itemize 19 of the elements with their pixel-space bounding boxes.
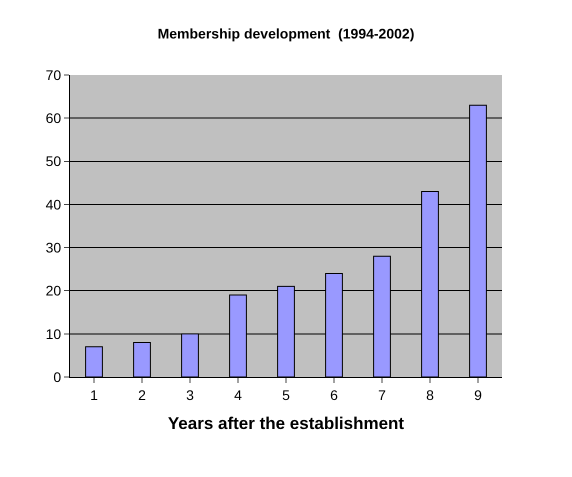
x-tick-label: 4	[234, 386, 242, 403]
y-tick-label: 40	[46, 196, 62, 212]
y-tick-label: 70	[46, 66, 62, 83]
y-tick-label: 10	[46, 326, 62, 342]
y-tick-label: 20	[46, 282, 62, 299]
x-tick-label: 7	[378, 386, 386, 403]
x-tick-label: 3	[186, 386, 194, 403]
x-tick-label: 5	[282, 386, 290, 403]
chart-title: Membership development (1994-2002)	[158, 25, 414, 42]
x-tick-label: 9	[474, 386, 482, 403]
y-tick-label: 30	[46, 239, 62, 256]
y-tick-label: 0	[53, 368, 62, 385]
x-tick-label: 1	[90, 386, 98, 403]
y-tick-label: 50	[46, 153, 62, 170]
x-tick-label: 2	[138, 386, 146, 403]
x-tick-label: 8	[426, 386, 434, 403]
x-tick-label: 6	[330, 386, 338, 403]
x-axis-title: Years after the establishment	[168, 414, 404, 434]
y-tick-label: 60	[46, 110, 62, 126]
